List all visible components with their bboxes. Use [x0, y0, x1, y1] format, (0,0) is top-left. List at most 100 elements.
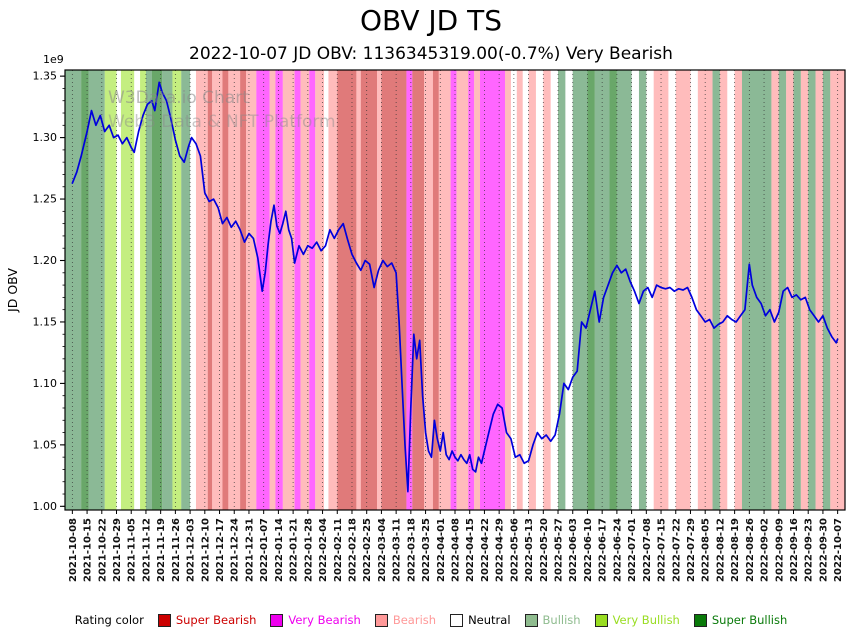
x-tick-label: 2022-03-04 [377, 518, 388, 582]
x-tick-label: 2021-12-24 [230, 518, 241, 582]
rating-band-bullish [145, 70, 152, 510]
y-tick-label: 1.15 [33, 315, 58, 328]
x-tick-label: 2022-07-08 [642, 518, 653, 582]
rating-band-bearish [719, 70, 728, 510]
rating-band-bearish [424, 70, 433, 510]
y-tick-label: 1.35 [33, 70, 58, 83]
x-tick-label: 2021-10-22 [97, 518, 108, 582]
chart-title: OBV JD TS [359, 4, 503, 37]
legend-swatch-bullish [524, 613, 538, 627]
rating-band-bearish [734, 70, 742, 510]
x-tick-label: 2021-11-19 [156, 518, 167, 582]
legend-label-super-bullish: Super Bullish [711, 613, 788, 627]
x-tick-label: 2022-05-13 [524, 518, 535, 582]
rating-band-super_bearish [222, 70, 229, 510]
rating-band-very_bearish [468, 70, 475, 510]
x-tick-label: 2022-09-16 [789, 518, 800, 582]
rating-band-bearish [456, 70, 469, 510]
rating-band-bearish [528, 70, 536, 510]
rating-band-bearish [438, 70, 451, 510]
rating-band-bearish [516, 70, 523, 510]
rating-band-bullish [558, 70, 566, 510]
x-tick-label: 2022-08-12 [715, 518, 726, 582]
x-tick-label: 2022-08-26 [745, 518, 756, 582]
x-tick-label: 2022-04-29 [495, 518, 506, 582]
rating-band-super_bearish [381, 70, 407, 510]
legend-label-super-bearish: Super Bearish [175, 613, 257, 627]
rating-band-bearish [356, 70, 361, 510]
rating-band-bearish [315, 70, 325, 510]
x-tick-label: 2022-07-22 [671, 518, 682, 582]
rating-band-bearish [800, 70, 809, 510]
rating-band-bullish [88, 70, 105, 510]
rating-band-bearish [282, 70, 295, 510]
rating-band-bearish [246, 70, 257, 510]
x-tick-label: 2021-10-15 [83, 518, 94, 582]
rating-band-bearish [212, 70, 223, 510]
legend-item-super-bearish: Super Bearish [157, 613, 257, 627]
rating-band-super_bearish [337, 70, 357, 510]
x-tick-label: 2022-02-18 [347, 518, 358, 582]
x-tick-label: 2022-01-07 [259, 518, 270, 582]
x-tick-label: 2022-09-30 [818, 518, 829, 582]
x-tick-label: 2022-03-25 [421, 518, 432, 582]
x-tick-label: 2021-11-05 [127, 518, 138, 582]
x-tick-label: 2021-12-10 [200, 518, 211, 582]
x-tick-label: 2022-06-24 [612, 518, 623, 582]
x-tick-label: 2022-01-28 [303, 518, 314, 582]
rating-band-bullish [616, 70, 632, 510]
x-tick-label: 2022-03-18 [406, 518, 417, 582]
rating-band-bearish [771, 70, 779, 510]
legend-swatch-neutral [450, 613, 464, 627]
rating-band-bearish [300, 70, 310, 510]
x-tick-label: 2022-06-10 [583, 518, 594, 582]
x-tick-label: 2021-11-12 [141, 518, 152, 582]
legend-label-bearish: Bearish [392, 613, 437, 627]
rating-band-very_bearish [480, 70, 506, 510]
x-tick-label: 2022-02-11 [333, 518, 344, 582]
legend-label-bullish: Bullish [542, 613, 581, 627]
x-tick-label: 2022-09-09 [774, 518, 785, 582]
x-tick-label: 2022-04-22 [480, 518, 491, 582]
x-tick-label: 2021-10-29 [112, 518, 123, 582]
y-tick-label: 1.25 [33, 193, 58, 206]
legend-label-neutral: Neutral [468, 613, 511, 627]
rating-band-bullish [181, 70, 191, 510]
legend-label-very-bullish: Very Bullish [612, 613, 680, 627]
x-tick-label: 2021-10-08 [68, 518, 79, 582]
y-tick-label: 1.10 [33, 377, 58, 390]
x-tick-label: 2022-08-05 [701, 518, 712, 582]
rating-band-bullish [778, 70, 787, 510]
rating-band-bearish [328, 70, 338, 510]
rating-band-very_bearish [275, 70, 283, 510]
x-tick-label: 2022-04-01 [436, 518, 447, 582]
y-tick-label: 1.20 [33, 254, 58, 267]
legend-swatch-super-bearish [157, 613, 171, 627]
rating-band-super_bullish [81, 70, 89, 510]
legend-item-super-bullish: Super Bullish [693, 613, 788, 627]
x-tick-label: 2022-02-04 [318, 518, 329, 582]
rating-band-bullish [162, 70, 173, 510]
rating-band-super_bearish [432, 70, 439, 510]
rating-band-bearish [786, 70, 794, 510]
rating-band-super_bearish [412, 70, 425, 510]
rating-band-very_bullish [120, 70, 135, 510]
y-tick-label: 1.30 [33, 131, 58, 144]
legend-item-very-bearish: Very Bearish [270, 613, 361, 627]
x-tick-label: 2022-01-14 [274, 518, 285, 582]
rating-band-bearish [377, 70, 382, 510]
rating-band-super_bearish [207, 70, 213, 510]
legend-swatch-bearish [374, 613, 388, 627]
legend-item-neutral: Neutral [450, 613, 511, 627]
rating-band-bullish [712, 70, 720, 510]
rating-band-bullish [65, 70, 82, 510]
x-tick-label: 2021-12-03 [186, 518, 197, 582]
x-tick-label: 2022-02-25 [362, 518, 373, 582]
y-axis-label: JD OBV [5, 268, 20, 313]
rating-band-super_bullish [609, 70, 617, 510]
x-tick-label: 2022-05-06 [509, 518, 520, 582]
x-tick-label: 2022-06-03 [568, 518, 579, 582]
rating-band-bearish [474, 70, 481, 510]
x-tick-label: 2021-12-31 [244, 518, 255, 582]
rating-band-very_bearish [406, 70, 413, 510]
